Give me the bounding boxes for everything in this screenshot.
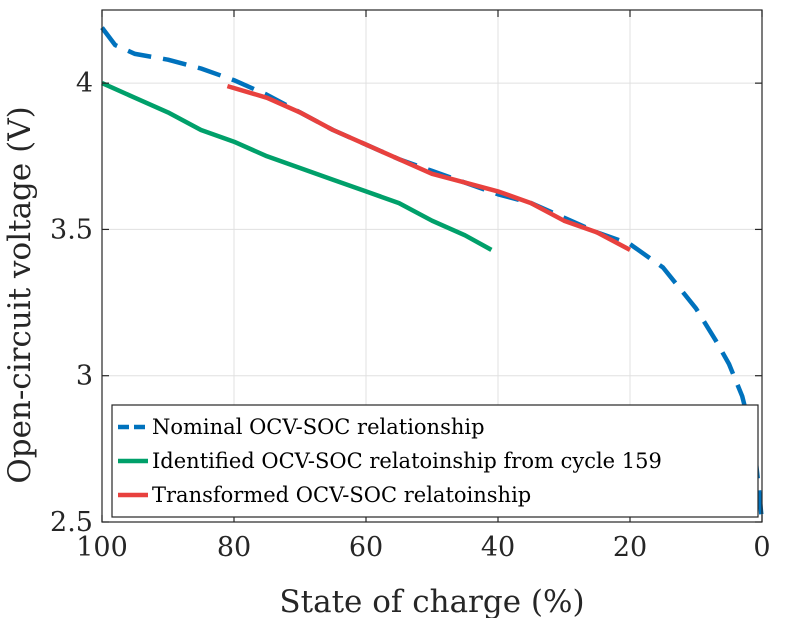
x-tick-label: 80 <box>217 532 251 563</box>
y-tick-label: 4 <box>76 68 93 99</box>
series-lines <box>100 26 765 523</box>
series-line-1 <box>100 26 765 523</box>
legend-box <box>111 404 759 518</box>
series-line-3 <box>226 83 632 252</box>
x-axis-title: State of charge (%) <box>279 584 584 618</box>
y-axis-title: Open-circuit voltage (V) <box>2 106 38 483</box>
plot-box <box>101 9 763 523</box>
x-tick-label: 20 <box>613 532 647 563</box>
series-line-2 <box>101 81 493 252</box>
x-tick-label: 0 <box>753 532 770 563</box>
x-tick-label: 60 <box>349 532 383 563</box>
legend-label-1: Nominal OCV-SOC relationship <box>152 415 485 439</box>
x-tick-label: 100 <box>76 532 128 563</box>
y-tick-label: 3 <box>76 361 93 392</box>
legend: Nominal OCV-SOC relationship Identified O… <box>111 404 759 518</box>
y-tick-label: 2.5 <box>50 507 93 538</box>
tick-labels: 100 80 60 40 20 0 2.5 3 3.5 4 <box>50 68 771 563</box>
legend-label-3: Transformed OCV-SOC relatoinship <box>152 483 531 507</box>
axes-frame <box>101 9 763 523</box>
x-tick-label: 40 <box>481 532 515 563</box>
y-tick-label: 3.5 <box>50 214 93 245</box>
legend-label-2: Identified OCV-SOC relatoinship from cyc… <box>152 449 662 473</box>
